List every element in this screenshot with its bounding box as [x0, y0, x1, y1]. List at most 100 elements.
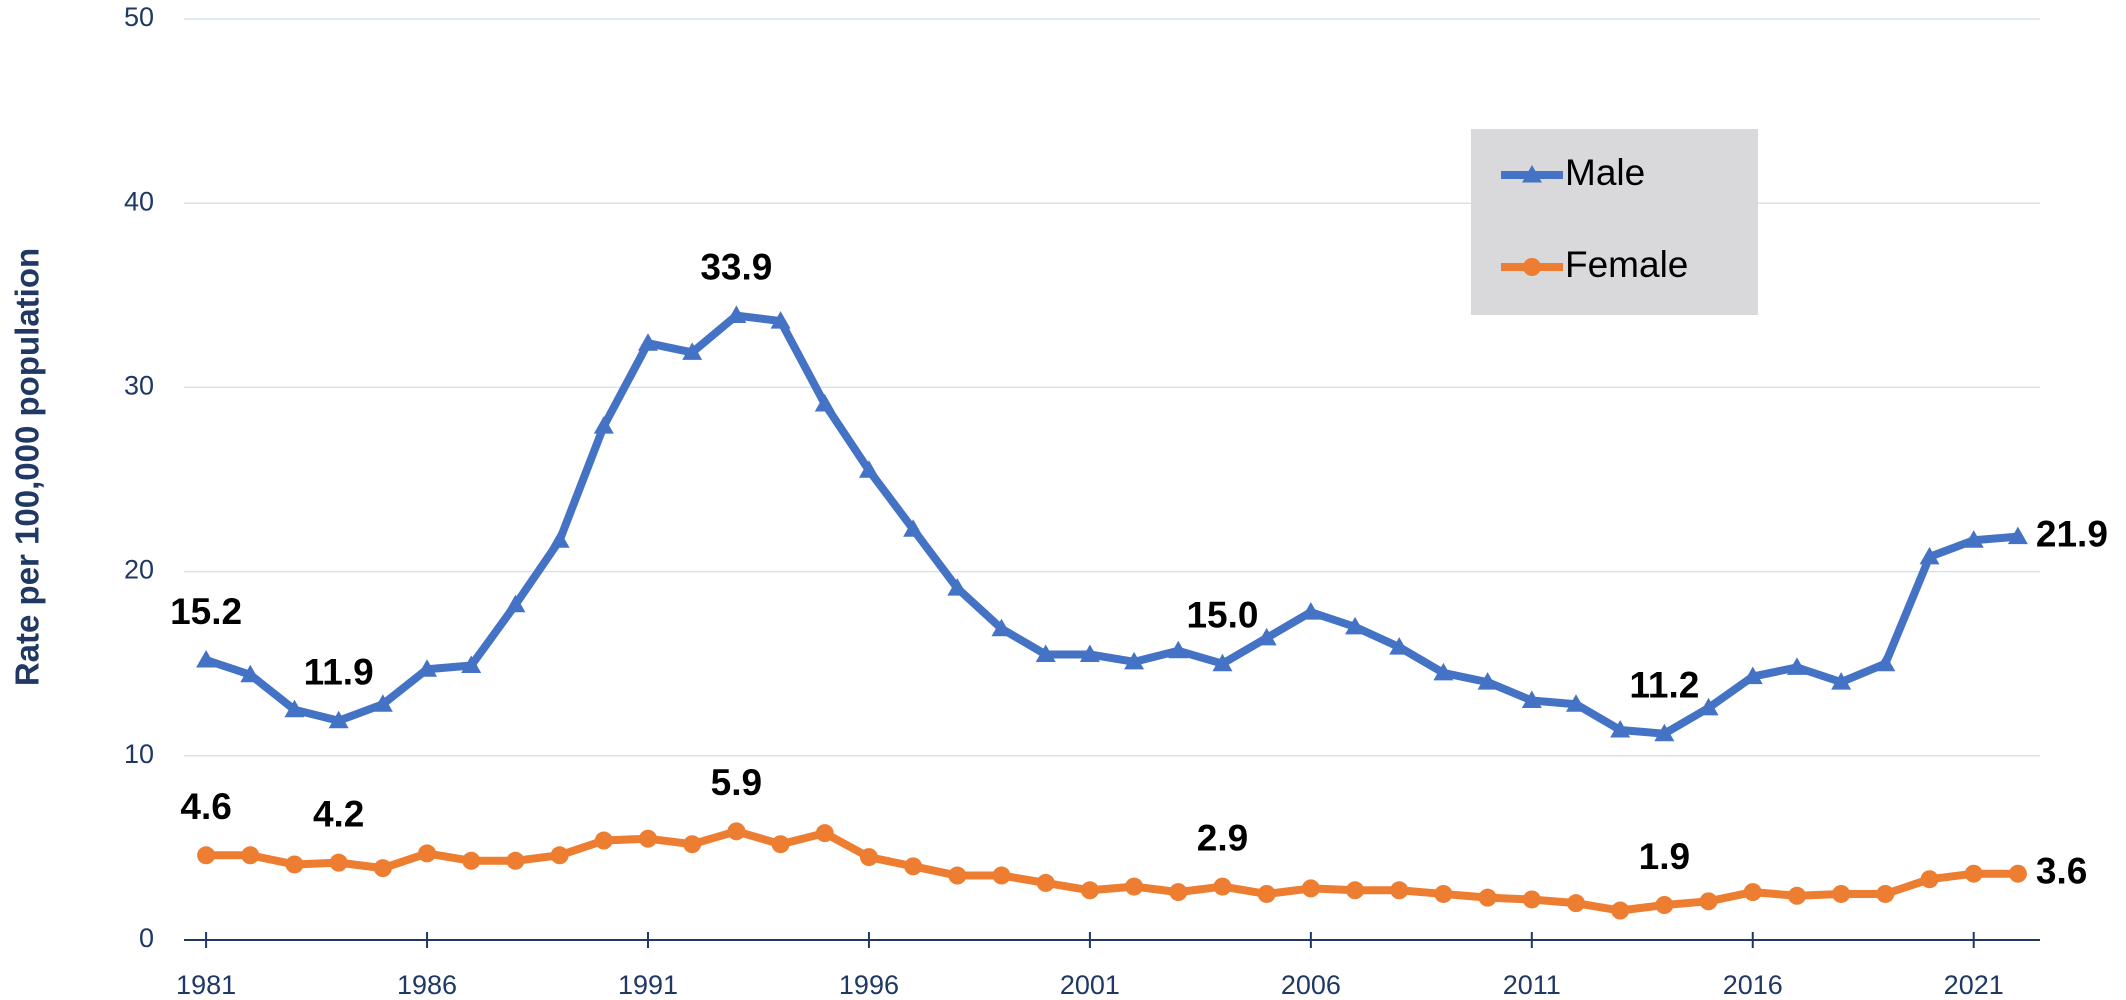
data-point: [682, 342, 703, 360]
data-point: [1655, 896, 1674, 915]
data-point: [197, 846, 216, 865]
x-tick-label: 1996: [839, 970, 899, 1000]
y-tick-label: 20: [124, 555, 154, 585]
data-point: [1257, 884, 1276, 903]
legend-marker: [1523, 258, 1541, 276]
y-tick-label: 50: [124, 2, 154, 32]
data-point: [1743, 883, 1762, 902]
data-point: [991, 618, 1012, 637]
data-point: [1125, 877, 1144, 896]
data-point: [417, 659, 438, 677]
data-point: [1256, 627, 1277, 646]
data-point: [461, 655, 482, 674]
data-point: [1079, 644, 1100, 662]
data-point: [1831, 672, 1852, 690]
data-point: [1124, 651, 1145, 670]
data-label: 1.9: [1639, 836, 1690, 877]
data-point: [1434, 884, 1453, 903]
data-point: [859, 848, 878, 867]
data-point: [1919, 546, 1940, 565]
data-point: [903, 519, 924, 537]
data-point: [1478, 888, 1497, 907]
data-point: [1610, 720, 1631, 738]
data-point: [285, 855, 304, 874]
data-point: [1346, 881, 1365, 900]
data-point: [770, 311, 791, 329]
data-point: [1035, 644, 1056, 662]
data-point: [948, 866, 967, 885]
data-point: [1787, 886, 1806, 905]
data-point: [1875, 653, 1896, 672]
data-point: [1389, 637, 1410, 655]
data-label: 21.9: [2036, 513, 2108, 554]
data-point: [1168, 640, 1189, 659]
legend: Male Female: [1471, 129, 1758, 315]
x-tick-label: 2011: [1503, 970, 1561, 1000]
data-point: [505, 594, 526, 613]
data-point: [992, 866, 1011, 885]
legend-marker: [1522, 165, 1542, 183]
data-point: [1521, 690, 1542, 709]
data-point: [196, 650, 217, 668]
data-point: [240, 664, 261, 683]
data-label: 2.9: [1197, 817, 1248, 858]
data-point: [904, 857, 923, 876]
data-point: [1832, 884, 1851, 903]
data-point: [771, 835, 790, 854]
data-point: [1212, 653, 1233, 672]
data-point: [1611, 901, 1630, 920]
data-point: [1300, 602, 1321, 620]
data-point: [1920, 870, 1939, 889]
data-point: [550, 846, 569, 865]
data-point: [638, 333, 658, 351]
data-label: 15.2: [170, 591, 242, 632]
x-tick-label: 1981: [176, 970, 236, 1000]
data-point: [2007, 526, 2028, 545]
data-point: [1345, 616, 1366, 635]
data-label: 5.9: [711, 762, 762, 803]
data-point: [1963, 530, 1984, 548]
data-point: [1301, 879, 1320, 898]
x-tick-label: 2021: [1944, 970, 2004, 1000]
series-line: [206, 827, 2018, 915]
data-point: [2008, 864, 2027, 883]
data-point: [1876, 884, 1895, 903]
data-label: 11.2: [1629, 664, 1699, 705]
data-point: [1169, 883, 1188, 902]
data-point: [858, 460, 879, 478]
data-point: [1390, 881, 1409, 900]
data-point: [594, 831, 613, 850]
data-point: [639, 829, 657, 848]
data-point: [1566, 694, 1586, 712]
data-point: [1433, 662, 1454, 681]
data-label: 33.9: [700, 246, 772, 287]
data-point: [726, 305, 747, 324]
data-point: [1522, 890, 1541, 909]
data-point: [593, 416, 614, 434]
data-point: [815, 824, 834, 843]
x-tick-label: 2001: [1060, 970, 1120, 1000]
legend-label: Female: [1565, 244, 1688, 285]
data-point: [372, 694, 393, 712]
data-point: [462, 851, 481, 870]
data-label: 4.2: [313, 793, 364, 834]
data-point: [947, 578, 968, 596]
data-point: [1477, 672, 1498, 690]
data-point: [1742, 666, 1763, 685]
y-tick-label: 40: [124, 186, 154, 216]
data-point: [1036, 873, 1055, 892]
data-point: [241, 846, 260, 865]
data-label: 4.6: [180, 786, 231, 827]
y-axis-title: Rate per 100,000 population: [9, 248, 46, 686]
x-tick-label: 2016: [1723, 970, 1783, 1000]
series-line: [204, 311, 2019, 738]
data-point: [549, 530, 570, 548]
legend-box: [1471, 129, 1758, 315]
y-tick-label: 10: [124, 739, 154, 769]
data-point: [373, 859, 392, 878]
data-point: [814, 393, 835, 412]
data-point: [328, 710, 349, 729]
data-point: [1698, 697, 1719, 716]
data-label: 3.6: [2036, 850, 2087, 891]
